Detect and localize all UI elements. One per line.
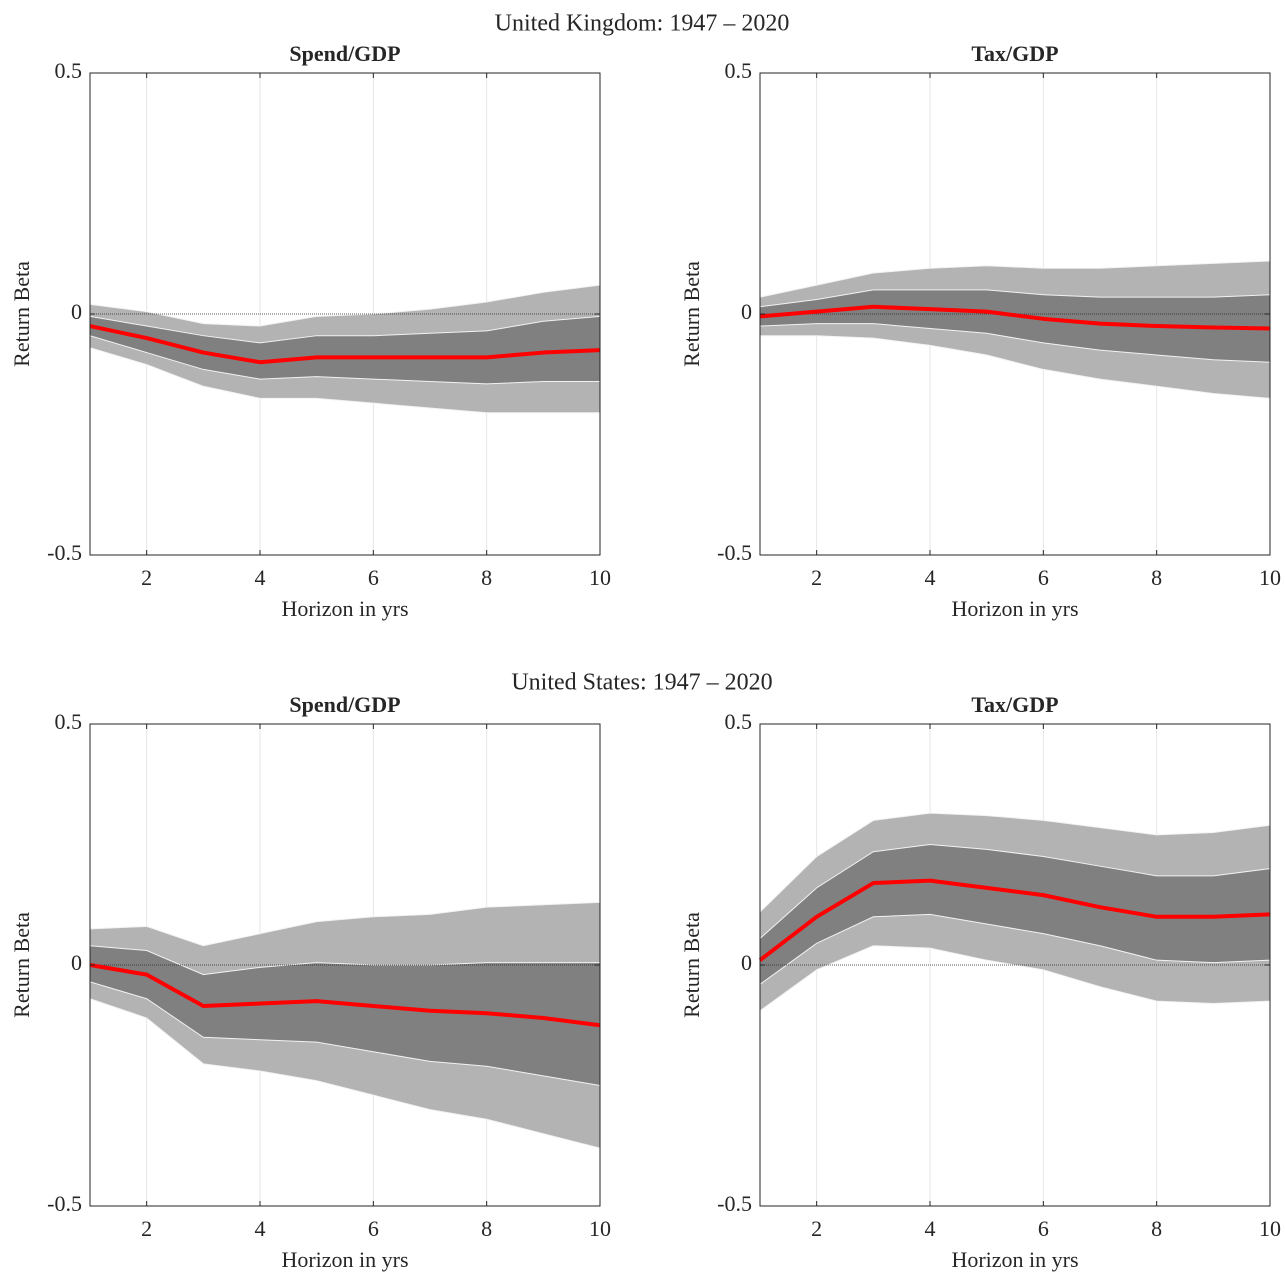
chart-title: Spend/GDP <box>289 41 400 66</box>
y-axis-label: Return Beta <box>9 261 34 367</box>
x-tick-label: 8 <box>481 1216 492 1241</box>
y-axis-label: Return Beta <box>679 912 704 1018</box>
y-tick-label: 0 <box>741 950 752 975</box>
x-tick-label: 6 <box>368 565 379 590</box>
x-tick-label: 10 <box>589 565 611 590</box>
estimate-line <box>89 963 601 1028</box>
x-axis-label: Horizon in yrs <box>281 596 408 621</box>
x-tick-label: 2 <box>141 565 152 590</box>
x-tick-label: 2 <box>811 1216 822 1241</box>
section-title: United States: 1947 – 2020 <box>511 670 772 696</box>
y-tick-label: -0.5 <box>717 540 752 565</box>
x-tick-label: 6 <box>1038 565 1049 590</box>
chart-title: Tax/GDP <box>971 41 1058 66</box>
estimate-line <box>759 304 1271 331</box>
y-axis-label: Return Beta <box>9 912 34 1018</box>
x-tick-label: 2 <box>811 565 822 590</box>
y-tick-label: -0.5 <box>717 1191 752 1216</box>
x-tick-label: 4 <box>255 1216 266 1241</box>
x-tick-label: 6 <box>368 1216 379 1241</box>
chart-title: Tax/GDP <box>971 692 1058 717</box>
y-tick-label: -0.5 <box>47 1191 82 1216</box>
estimate-line <box>758 878 1271 962</box>
x-tick-label: 4 <box>925 565 936 590</box>
x-tick-label: 10 <box>1259 565 1281 590</box>
estimate-line <box>89 324 601 365</box>
x-axis-label: Horizon in yrs <box>281 1247 408 1272</box>
y-tick-label: 0.5 <box>55 58 83 83</box>
y-tick-label: 0 <box>71 950 82 975</box>
x-tick-label: 10 <box>589 1216 611 1241</box>
x-tick-label: 2 <box>141 1216 152 1241</box>
x-tick-label: 8 <box>1151 565 1162 590</box>
x-tick-label: 4 <box>255 565 266 590</box>
y-tick-label: -0.5 <box>47 540 82 565</box>
y-tick-label: 0.5 <box>725 58 753 83</box>
x-axis-label: Horizon in yrs <box>951 1247 1078 1272</box>
y-tick-label: 0 <box>71 299 82 324</box>
y-tick-label: 0.5 <box>55 709 83 734</box>
x-tick-label: 10 <box>1259 1216 1281 1241</box>
x-tick-label: 6 <box>1038 1216 1049 1241</box>
y-tick-label: 0 <box>741 299 752 324</box>
chart-title: Spend/GDP <box>289 692 400 717</box>
y-axis-label: Return Beta <box>679 261 704 367</box>
y-tick-label: 0.5 <box>725 709 753 734</box>
x-axis-label: Horizon in yrs <box>951 596 1078 621</box>
x-tick-label: 8 <box>481 565 492 590</box>
x-tick-label: 8 <box>1151 1216 1162 1241</box>
section-title: United Kingdom: 1947 – 2020 <box>495 11 790 37</box>
x-tick-label: 4 <box>925 1216 936 1241</box>
